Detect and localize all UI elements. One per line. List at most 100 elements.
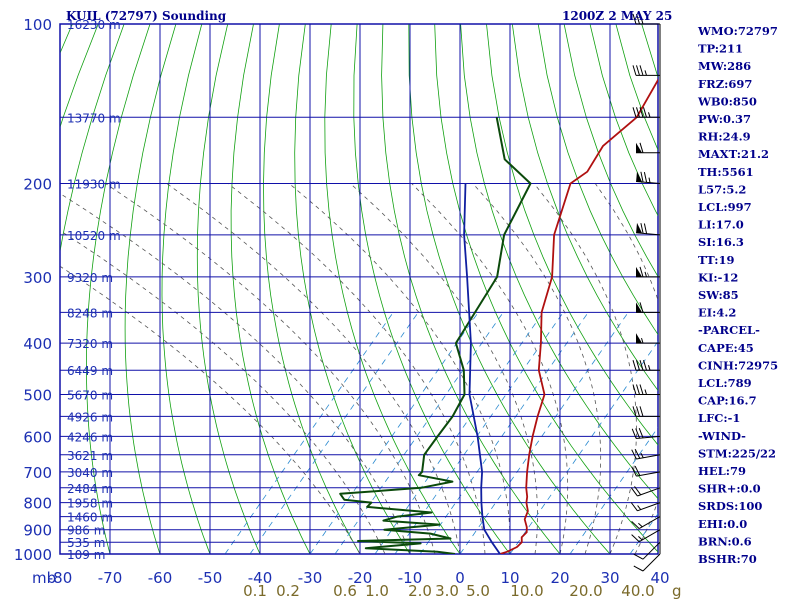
wind-barb-halfflag xyxy=(648,365,651,371)
wind-barb-flag xyxy=(639,65,644,76)
temperature-tick-label: -50 xyxy=(198,569,223,587)
moist-adiabat xyxy=(472,183,602,554)
wind-barb-flag xyxy=(634,448,641,459)
pressure-tick-label: 800 xyxy=(23,495,52,513)
wind-barb-flag xyxy=(636,384,640,395)
wind-barb-halfflag xyxy=(648,177,651,183)
pressure-tick-label: 900 xyxy=(23,522,52,540)
wind-barb-flag xyxy=(630,487,638,497)
wind-barb-flag xyxy=(639,142,644,153)
moist-adiabat xyxy=(411,183,569,554)
wind-barb-halfflag xyxy=(638,536,643,541)
temperature-tick-label: 10 xyxy=(500,569,519,587)
mixing-ratio-tick-label: 10.0 xyxy=(510,582,543,600)
index-item: FRZ:697 xyxy=(698,77,752,91)
mixing-ratio-line xyxy=(224,312,394,554)
mixing-ratio-tick-label: 0.1 xyxy=(243,582,267,600)
index-item: TT:19 xyxy=(698,253,735,267)
wind-barb-flag xyxy=(632,384,637,395)
mixing-ratio-line xyxy=(394,312,564,554)
wind-barb-flag xyxy=(633,553,644,560)
temperature-tick-label: -60 xyxy=(148,569,173,587)
index-item: RH:24.9 xyxy=(698,130,751,144)
wind-barb-flag xyxy=(639,302,644,313)
pressure-tick-label: 700 xyxy=(23,464,52,482)
wind-barb-flag xyxy=(631,534,640,543)
index-item: CAPE:45 xyxy=(698,341,754,355)
temperature-tick-label: 30 xyxy=(600,569,619,587)
wind-barb xyxy=(636,266,660,278)
valid-time: 1200Z 2 MAY 25 xyxy=(562,9,672,23)
parcel-profile-line xyxy=(463,183,501,554)
wind-barb-halfflag xyxy=(644,389,647,395)
wind-barb-flag xyxy=(634,486,642,496)
moist-adiabat xyxy=(288,183,511,554)
index-item: WMO:72797 xyxy=(697,24,778,38)
pressure-tick-label: 1000 xyxy=(14,546,52,564)
wind-barb xyxy=(633,541,661,560)
wind-barb-staff xyxy=(637,487,661,497)
wind-barb-staff xyxy=(642,553,661,572)
height-label: 109 m xyxy=(67,548,105,562)
index-item: -WIND- xyxy=(698,429,746,443)
wind-barb-flag xyxy=(631,428,637,439)
wind-barb-halfflag xyxy=(644,271,647,278)
mixing-ratio-line xyxy=(509,340,658,554)
mixing-ratio-line xyxy=(459,312,629,554)
wind-barb-flag xyxy=(636,360,640,371)
wind-barb-flag xyxy=(639,266,644,278)
wind-barb xyxy=(631,529,661,543)
index-item: SW:85 xyxy=(698,288,739,302)
sounding-profiles xyxy=(339,78,658,554)
wind-barb-flag xyxy=(632,65,637,76)
indices-panel: WMO:72797 TP:211 MW:286 FRZ:697 WB0:850 PW:0.… xyxy=(697,24,778,566)
wind-barb-flag xyxy=(639,406,644,417)
wind-barb-flag xyxy=(633,565,644,572)
wind-barb-flag xyxy=(631,466,637,477)
wind-barb-halfflag xyxy=(644,70,647,76)
height-label: 6449 m xyxy=(67,364,113,378)
index-item: CAP:16.7 xyxy=(698,394,757,408)
mixing-ratio-lines xyxy=(224,312,658,554)
pressure-unit-label: mb xyxy=(32,569,56,587)
mixing-ratio-tick-label: 5.0 xyxy=(466,582,490,600)
height-label: 535 m xyxy=(67,536,105,550)
wind-barb xyxy=(631,448,661,460)
height-label: 4926 m xyxy=(67,410,113,424)
wind-barb-flag xyxy=(639,13,644,25)
height-label: 1958 m xyxy=(67,497,113,511)
wind-barb-flag xyxy=(643,171,648,183)
height-label: 3621 m xyxy=(67,449,113,463)
wind-barb-flag xyxy=(636,65,640,76)
wind-barb xyxy=(630,486,661,497)
wind-barb-flag xyxy=(632,406,637,417)
temperature-tick-label: 20 xyxy=(550,569,569,587)
mixing-ratio-tick-label: 0.6 xyxy=(333,582,357,600)
mixing-ratio-tick-label: 20.0 xyxy=(569,582,602,600)
wind-barb-pennant xyxy=(636,142,642,153)
index-item: HEL:79 xyxy=(698,464,746,478)
index-item: PW:0.37 xyxy=(698,112,751,126)
wind-barb-staff xyxy=(636,232,661,236)
height-label: 7320 m xyxy=(67,337,113,351)
wind-barb-flag xyxy=(632,107,637,118)
index-item: LFC:-1 xyxy=(698,411,740,425)
mixing-ratio-line xyxy=(249,312,419,554)
wind-barb-flag xyxy=(636,107,640,118)
wind-barb-flag xyxy=(632,360,637,371)
pressure-tick-label: 200 xyxy=(23,176,52,194)
wind-barbs xyxy=(630,13,661,572)
wind-barb-flag xyxy=(638,428,644,439)
index-item: KI:-12 xyxy=(698,270,738,284)
index-item: SI:16.3 xyxy=(698,235,744,249)
index-item: L57:5.2 xyxy=(698,182,746,196)
wind-barb xyxy=(636,222,661,236)
temperature-profile-line xyxy=(499,78,658,554)
index-item: TH:5561 xyxy=(698,165,754,179)
wind-barb-flag xyxy=(634,465,641,476)
index-item: EHI:0.0 xyxy=(698,517,747,531)
index-item: MAXT:21.2 xyxy=(698,147,769,161)
pressure-tick-label: 100 xyxy=(23,16,52,34)
height-label: 8248 m xyxy=(67,306,113,320)
wind-barb-staff xyxy=(637,502,661,512)
